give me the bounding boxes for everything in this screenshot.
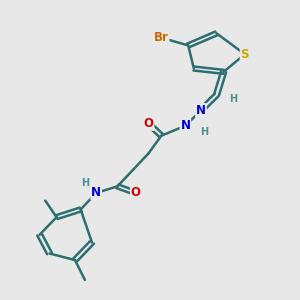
Text: N: N [91, 186, 101, 200]
Text: S: S [241, 48, 249, 61]
Text: H: H [81, 178, 89, 188]
Text: O: O [144, 117, 154, 130]
Text: N: N [180, 119, 190, 132]
Text: O: O [131, 186, 141, 200]
Text: Br: Br [154, 31, 169, 44]
Text: N: N [196, 104, 206, 117]
Text: H: H [200, 128, 208, 137]
Text: H: H [230, 94, 238, 104]
